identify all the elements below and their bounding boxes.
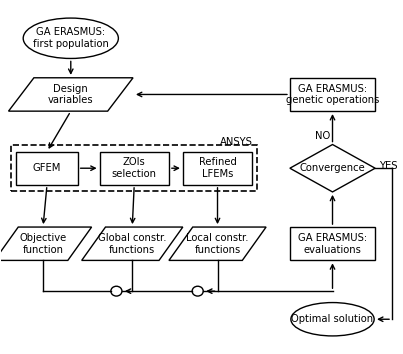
FancyBboxPatch shape [183, 152, 252, 185]
Text: ZOIs
selection: ZOIs selection [112, 158, 157, 179]
Text: GA ERASMUS:
evaluations: GA ERASMUS: evaluations [298, 233, 367, 255]
Text: GFEM: GFEM [33, 163, 61, 173]
Polygon shape [290, 144, 375, 192]
Text: Local constr.
functions: Local constr. functions [186, 233, 249, 255]
Text: Design
variables: Design variables [48, 84, 93, 105]
Text: ANSYS: ANSYS [220, 137, 253, 147]
Text: Global constr.
functions: Global constr. functions [98, 233, 166, 255]
Polygon shape [0, 227, 91, 261]
Ellipse shape [291, 303, 374, 336]
Ellipse shape [23, 18, 118, 58]
Text: Optimal solution: Optimal solution [291, 314, 374, 324]
Polygon shape [82, 227, 183, 261]
Polygon shape [169, 227, 266, 261]
Text: YES: YES [379, 161, 398, 171]
FancyBboxPatch shape [290, 227, 375, 261]
Polygon shape [8, 78, 133, 111]
Text: Refined
LFEMs: Refined LFEMs [199, 158, 237, 179]
FancyBboxPatch shape [100, 152, 169, 185]
Text: Convergence: Convergence [300, 163, 366, 173]
FancyBboxPatch shape [16, 152, 78, 185]
Text: Objective
function: Objective function [19, 233, 66, 255]
Text: GA ERASMUS:
first population: GA ERASMUS: first population [33, 28, 109, 49]
Text: GA ERASMUS:
genetic operations: GA ERASMUS: genetic operations [286, 84, 379, 105]
Text: NO: NO [315, 131, 330, 141]
FancyBboxPatch shape [290, 78, 375, 111]
